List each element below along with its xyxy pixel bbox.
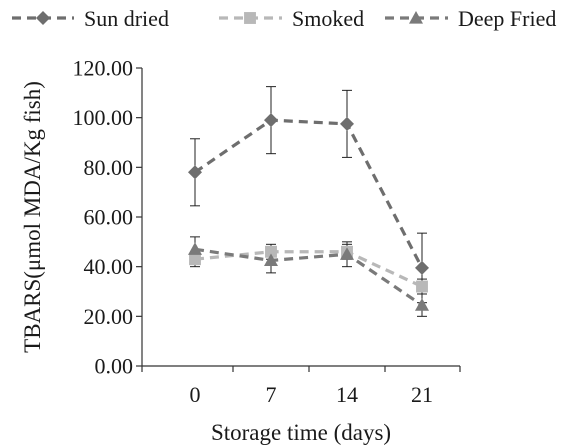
legend-marker [409, 11, 423, 24]
data-point-deep-fried [264, 253, 278, 267]
data-point-sun-dried [340, 116, 354, 131]
legend-item-deep-fried: Deep Fried [385, 6, 556, 31]
data-point-smoked [189, 253, 201, 266]
error-bars [190, 86, 427, 317]
x-tick-label: 21 [411, 382, 433, 407]
data-point-deep-fried [340, 247, 354, 260]
y-tick-label: 100.00 [73, 105, 134, 130]
legend-marker [244, 12, 256, 24]
data-point-deep-fried [415, 298, 429, 311]
data-point-deep-fried [188, 242, 202, 255]
y-tick-label: 20.00 [84, 304, 134, 329]
x-tick-label: 7 [266, 382, 277, 407]
series-lines [194, 118, 424, 307]
y-tick-label: 80.00 [84, 155, 134, 180]
legend-marker [36, 11, 50, 25]
data-point-sun-dried [188, 165, 202, 180]
y-tick-label: 40.00 [84, 254, 134, 279]
legend-label: Deep Fried [458, 6, 556, 31]
x-tick-label: 14 [336, 382, 358, 407]
y-axis-title: TBARS(μmol MDA/Kg fish) [20, 81, 45, 353]
y-tick-label: 0.00 [95, 354, 134, 379]
series-markers [188, 113, 429, 311]
x-axis: 0 7 14 21 [141, 365, 461, 407]
legend-item-sun-dried: Sun dried [12, 6, 169, 31]
data-point-sun-dried [264, 113, 278, 128]
data-point-smoked [416, 280, 428, 293]
data-point-smoked [265, 245, 277, 258]
legend-item-smoked: Smoked [219, 6, 364, 31]
x-axis-title: Storage time (days) [211, 420, 391, 445]
legend-label: Smoked [292, 6, 364, 31]
y-axis: 0.00 20.00 40.00 60.00 80.00 100.00 120.00 [73, 56, 143, 379]
y-tick-label: 120.00 [73, 56, 134, 81]
series-line-deep-fried [194, 247, 423, 307]
x-tick-label: 0 [190, 382, 201, 407]
series-line-sun-dried [194, 118, 424, 269]
y-tick-label: 60.00 [84, 205, 134, 230]
legend: Sun dried Smoked Deep Fried [12, 6, 556, 31]
data-point-sun-dried [415, 260, 429, 275]
legend-label: Sun dried [84, 6, 169, 31]
